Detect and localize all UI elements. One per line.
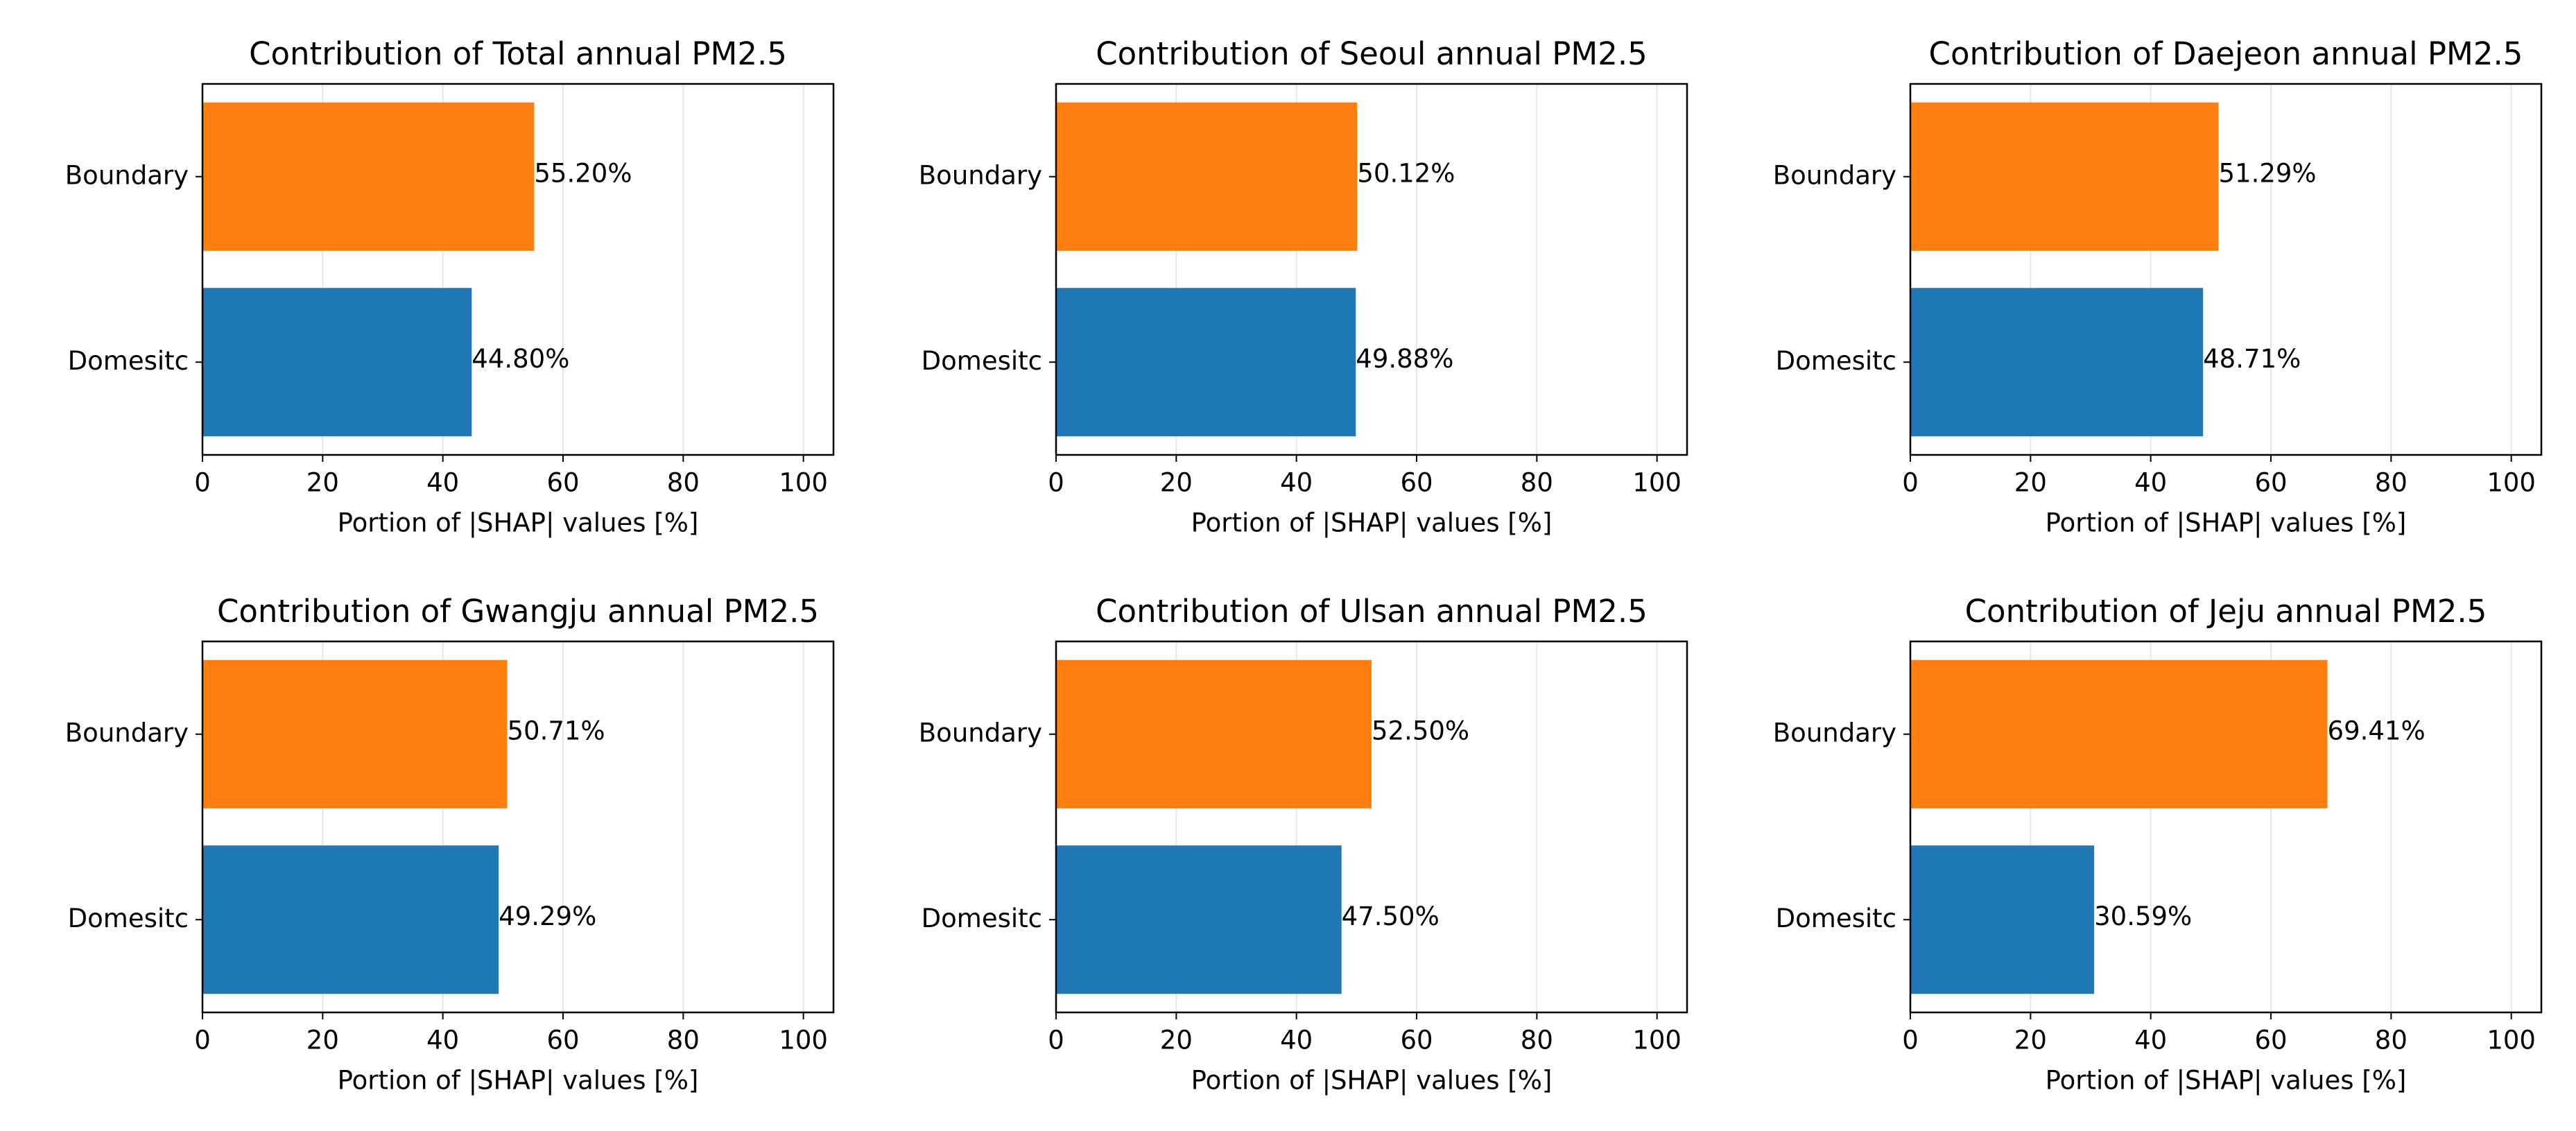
x-tick-label: 80	[667, 468, 700, 498]
x-axis-label: Portion of |SHAP| values [%]	[1191, 508, 1553, 538]
bar	[1910, 102, 2219, 251]
x-tick-label: 20	[1160, 468, 1193, 498]
y-tick-label: Boundary	[919, 160, 1042, 190]
bar	[1910, 288, 2204, 437]
axes-frame	[1909, 640, 2543, 1014]
chart-title: Contribution of Ulsan annual PM2.5	[1096, 593, 1648, 630]
x-tick-label: 80	[667, 1026, 700, 1055]
y-tick-label: Boundary	[65, 160, 189, 190]
axes-frame	[1055, 640, 1688, 1014]
x-tick-label: 100	[779, 1026, 828, 1055]
y-tick-label: Domesitc	[922, 346, 1042, 376]
x-tick-label: 100	[1632, 468, 1682, 498]
bar	[1056, 288, 1356, 437]
y-tick-label: Domesitc	[922, 904, 1042, 933]
y-tick-label: Domesitc	[1776, 904, 1896, 933]
x-tick-label: 80	[1521, 1026, 1553, 1055]
x-tick-label: 100	[2487, 1026, 2536, 1055]
x-tick-label: 0	[1902, 468, 1919, 498]
y-tick-label: Boundary	[65, 718, 189, 748]
value-label: 47.50%	[1342, 901, 1440, 931]
value-label: 55.20%	[534, 158, 632, 188]
y-tick-label: Domesitc	[1776, 346, 1896, 376]
x-axis-label: Portion of |SHAP| values [%]	[338, 1066, 699, 1096]
x-tick-label: 60	[2254, 1026, 2287, 1055]
x-tick-label: 40	[426, 1026, 459, 1055]
x-tick-label: 100	[1632, 1026, 1682, 1055]
x-tick-label: 40	[1280, 468, 1313, 498]
x-tick-label: 20	[2014, 1026, 2047, 1055]
chart-title: Contribution of Jeju annual PM2.5	[1965, 593, 2487, 630]
bar	[1910, 659, 2328, 809]
axes-frame	[201, 640, 835, 1014]
value-label: 50.71%	[507, 716, 605, 745]
y-tick-label: Boundary	[1773, 160, 1896, 190]
bar	[202, 288, 472, 437]
y-tick-label: Boundary	[1773, 718, 1896, 748]
bar	[1056, 102, 1358, 251]
x-tick-label: 80	[1521, 468, 1553, 498]
x-axis-label: Portion of |SHAP| values [%]	[2046, 508, 2407, 538]
x-tick-label: 60	[1400, 1026, 1433, 1055]
x-tick-label: 60	[546, 1026, 579, 1055]
value-label: 49.29%	[499, 901, 596, 931]
x-axis-label: Portion of |SHAP| values [%]	[1191, 1066, 1553, 1096]
x-axis-label: Portion of |SHAP| values [%]	[338, 508, 699, 538]
axes-frame	[1055, 83, 1688, 456]
bar	[1056, 659, 1372, 809]
chart-title: Contribution of Seoul annual PM2.5	[1096, 35, 1648, 72]
x-tick-label: 0	[194, 468, 211, 498]
x-tick-label: 60	[2254, 468, 2287, 498]
value-label: 51.29%	[2219, 158, 2317, 188]
value-label: 52.50%	[1372, 716, 1469, 745]
bar	[202, 845, 499, 994]
chart-title: Contribution of Daejeon annual PM2.5	[1929, 35, 2523, 72]
x-tick-label: 0	[1902, 1026, 1919, 1055]
x-tick-label: 40	[1280, 1026, 1313, 1055]
x-tick-label: 100	[779, 468, 828, 498]
axes-frame	[1909, 83, 2543, 456]
x-axis-label: Portion of |SHAP| values [%]	[2046, 1066, 2407, 1096]
y-tick-label: Domesitc	[68, 904, 189, 933]
value-label: 48.71%	[2203, 344, 2301, 374]
x-tick-label: 100	[2487, 468, 2536, 498]
x-tick-label: 0	[1048, 468, 1064, 498]
bar	[202, 659, 508, 809]
x-tick-label: 60	[1400, 468, 1433, 498]
value-label: 30.59%	[2094, 901, 2192, 931]
y-tick-label: Boundary	[919, 718, 1042, 748]
value-label: 44.80%	[472, 344, 569, 374]
x-tick-label: 80	[2375, 468, 2408, 498]
bar	[1056, 845, 1342, 994]
x-tick-label: 0	[1048, 1026, 1064, 1055]
value-label: 50.12%	[1357, 158, 1455, 188]
value-label: 69.41%	[2328, 716, 2426, 745]
chart-title: Contribution of Total annual PM2.5	[249, 35, 787, 72]
x-tick-label: 20	[2014, 468, 2047, 498]
value-label: 49.88%	[1356, 344, 1453, 374]
x-tick-label: 40	[2134, 468, 2167, 498]
x-tick-label: 40	[2134, 1026, 2167, 1055]
x-tick-label: 40	[426, 468, 459, 498]
y-tick-label: Domesitc	[68, 346, 189, 376]
chart-title: Contribution of Gwangju annual PM2.5	[217, 593, 819, 630]
bar	[1910, 845, 2095, 994]
x-tick-label: 60	[546, 468, 579, 498]
x-tick-label: 20	[306, 468, 339, 498]
x-tick-label: 20	[306, 1026, 339, 1055]
x-tick-label: 20	[1160, 1026, 1193, 1055]
axes-frame	[201, 83, 835, 456]
x-tick-label: 80	[2375, 1026, 2408, 1055]
bar	[202, 102, 535, 251]
x-tick-label: 0	[194, 1026, 211, 1055]
